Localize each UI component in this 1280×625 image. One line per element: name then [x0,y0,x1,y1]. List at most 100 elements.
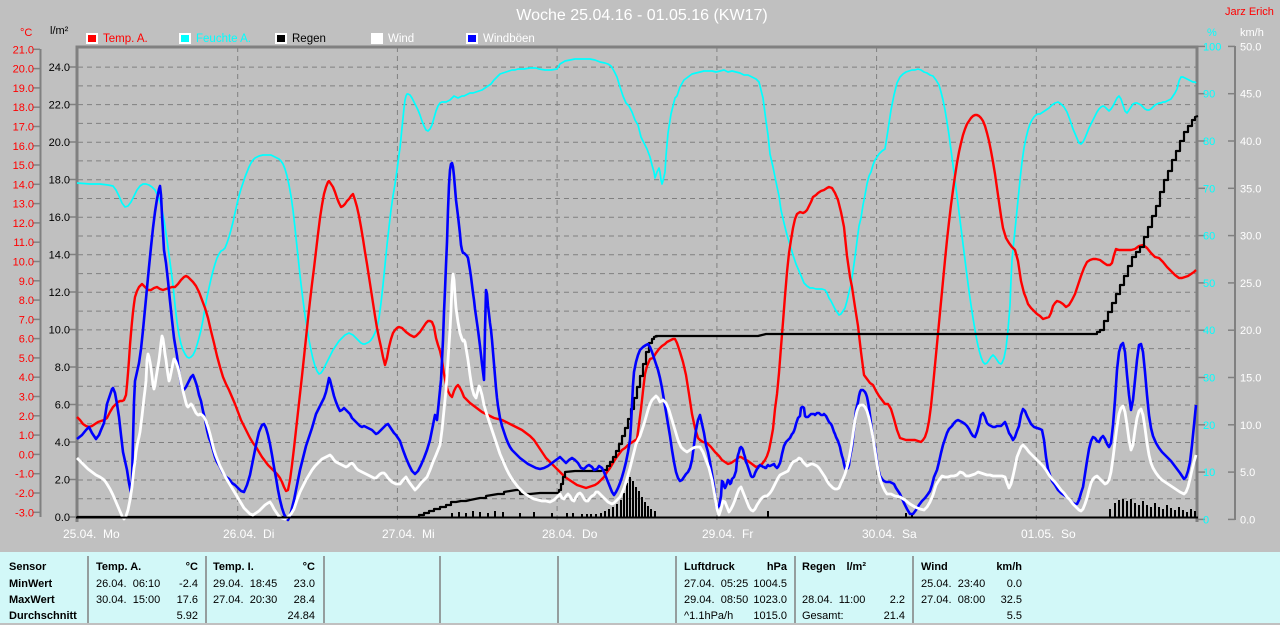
svg-text:16.0: 16.0 [49,212,70,224]
svg-text:29.04. 08:50: 29.04. 08:50 [684,594,748,606]
svg-text:28.4: 28.4 [294,594,315,606]
svg-text:l/m²: l/m² [846,561,866,573]
svg-text:29.04. Fr: 29.04. Fr [702,527,753,541]
svg-text:Woche 25.04.16 - 01.05.16 (KW1: Woche 25.04.16 - 01.05.16 (KW17) [516,7,767,24]
svg-text:6.0: 6.0 [19,334,34,346]
svg-text:Jarz Erich: Jarz Erich [1225,6,1274,18]
svg-text:50.0: 50.0 [1240,41,1261,53]
svg-text:25.0: 25.0 [1240,278,1261,290]
svg-text:2.0: 2.0 [19,411,34,423]
svg-text:26.04. Di: 26.04. Di [223,527,274,541]
svg-text:Luftdruck: Luftdruck [684,561,736,573]
svg-text:°C: °C [20,27,32,39]
svg-text:10.0: 10.0 [49,325,70,337]
svg-text:10.0: 10.0 [1240,420,1261,432]
svg-text:Windböen: Windböen [483,33,535,45]
svg-text:14.0: 14.0 [13,179,34,191]
svg-text:60: 60 [1203,231,1215,243]
svg-text:30.04. 15:00: 30.04. 15:00 [96,594,160,606]
svg-text:70: 70 [1203,183,1215,195]
svg-text:-2.0: -2.0 [15,488,34,500]
svg-text:28.04. 11:00: 28.04. 11:00 [802,594,865,606]
svg-text:21.0: 21.0 [13,44,34,56]
svg-text:21.4: 21.4 [884,610,905,622]
svg-text:30.04. Sa: 30.04. Sa [862,527,917,541]
svg-text:13.0: 13.0 [13,199,34,211]
svg-text:17.0: 17.0 [13,122,34,134]
svg-text:0.0: 0.0 [1007,578,1022,590]
svg-text:30: 30 [1203,373,1215,385]
svg-text:1.0: 1.0 [19,430,34,442]
svg-text:Regen: Regen [802,561,836,573]
svg-text:Regen: Regen [292,33,326,45]
svg-text:100: 100 [1203,41,1221,53]
svg-text:10.0: 10.0 [13,257,34,269]
svg-text:Durchschnitt: Durchschnitt [9,610,77,622]
svg-text:°C: °C [303,561,315,573]
svg-text:3.0: 3.0 [19,392,34,404]
svg-text:35.0: 35.0 [1240,183,1261,195]
svg-text:5.0: 5.0 [1240,467,1255,479]
svg-text:28.04. Do: 28.04. Do [542,527,598,541]
svg-text:1023.0: 1023.0 [753,594,787,606]
svg-text:9.0: 9.0 [19,276,34,288]
svg-text:90: 90 [1203,89,1215,101]
svg-text:Temp. I.: Temp. I. [213,561,254,573]
svg-text:Temp. A.: Temp. A. [103,33,148,45]
svg-text:20: 20 [1203,420,1215,432]
svg-text:km/h: km/h [1240,27,1264,39]
svg-text:Feuchte A.: Feuchte A. [196,33,251,45]
svg-text:27.04. 20:30: 27.04. 20:30 [213,594,277,606]
svg-text:45.0: 45.0 [1240,89,1261,101]
svg-text:15.0: 15.0 [1240,373,1261,385]
svg-text:16.0: 16.0 [13,141,34,153]
svg-text:26.04. 06:10: 26.04. 06:10 [96,578,160,590]
svg-text:27.04. Mi: 27.04. Mi [382,527,435,541]
svg-text:^1.1hPa/h: ^1.1hPa/h [684,610,733,622]
svg-text:11.0: 11.0 [13,237,34,249]
svg-text:29.04. 18:45: 29.04. 18:45 [213,578,277,590]
svg-text:2.0: 2.0 [55,475,70,487]
svg-text:01.05. So: 01.05. So [1021,527,1076,541]
svg-text:40: 40 [1203,325,1215,337]
svg-text:5.0: 5.0 [19,353,34,365]
svg-text:25.04. Mo: 25.04. Mo [63,527,120,541]
svg-text:Wind: Wind [388,33,414,45]
svg-text:24.84: 24.84 [287,610,315,622]
svg-text:12.0: 12.0 [49,287,70,299]
svg-text:8.0: 8.0 [19,295,34,307]
svg-text:18.0: 18.0 [49,175,70,187]
svg-text:40.0: 40.0 [1240,136,1261,148]
svg-text:-3.0: -3.0 [15,507,34,519]
svg-text:0.0: 0.0 [19,449,34,461]
svg-text:5.5: 5.5 [1007,610,1022,622]
svg-text:MinWert: MinWert [9,578,53,590]
svg-text:27.04. 05:25: 27.04. 05:25 [684,578,748,590]
svg-text:2.2: 2.2 [890,594,905,606]
svg-text:27.04. 08:00: 27.04. 08:00 [921,594,985,606]
svg-text:hPa: hPa [767,561,788,573]
svg-text:0: 0 [1203,514,1209,526]
svg-text:Sensor: Sensor [9,561,47,573]
svg-text:0.0: 0.0 [55,512,70,524]
svg-text:22.0: 22.0 [49,100,70,112]
svg-text:20.0: 20.0 [13,64,34,76]
svg-text:4.0: 4.0 [19,372,34,384]
svg-text:0.0: 0.0 [1240,514,1255,526]
svg-text:19.0: 19.0 [13,83,34,95]
svg-text:80: 80 [1203,136,1215,148]
svg-text:6.0: 6.0 [55,400,70,412]
svg-text:10: 10 [1203,467,1215,479]
svg-text:32.5: 32.5 [1001,594,1022,606]
svg-text:20.0: 20.0 [1240,325,1261,337]
svg-text:-2.4: -2.4 [179,578,198,590]
svg-text:1004.5: 1004.5 [753,578,787,590]
svg-text:5.92: 5.92 [177,610,198,622]
svg-text:18.0: 18.0 [13,102,34,114]
svg-text:4.0: 4.0 [55,437,70,449]
svg-text:°C: °C [186,561,198,573]
svg-text:7.0: 7.0 [19,314,34,326]
svg-text:l/m²: l/m² [50,25,69,37]
svg-text:17.6: 17.6 [177,594,198,606]
svg-text:50: 50 [1203,278,1215,290]
